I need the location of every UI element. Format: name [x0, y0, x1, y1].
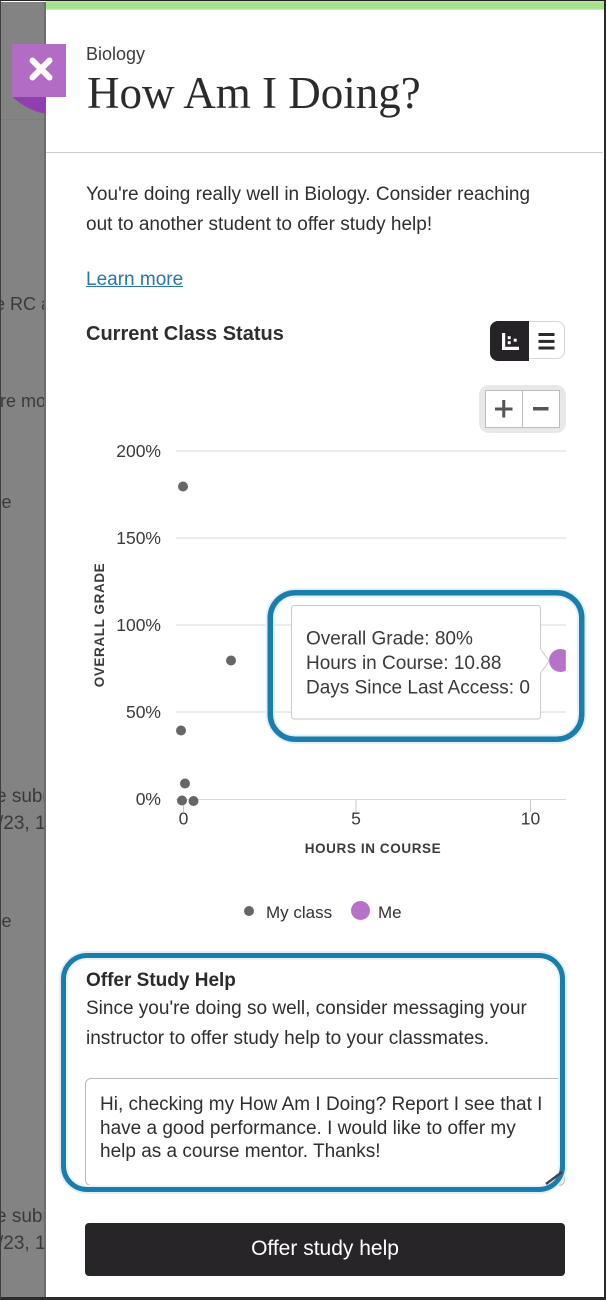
svg-text:0: 0 — [178, 809, 188, 829]
svg-text:100%: 100% — [116, 615, 161, 635]
svg-text:Hours in Course: 10.88: Hours in Course: 10.88 — [306, 653, 501, 674]
svg-text:HOURS IN COURSE: HOURS IN COURSE — [304, 841, 441, 856]
svg-text:5: 5 — [351, 809, 361, 829]
svg-text:0%: 0% — [135, 789, 160, 809]
svg-text:50%: 50% — [125, 702, 160, 722]
svg-text:Days Since Last Access: 0: Days Since Last Access: 0 — [306, 678, 530, 699]
svg-text:200%: 200% — [116, 441, 161, 461]
svg-text:150%: 150% — [116, 528, 161, 548]
svg-text:10: 10 — [520, 809, 540, 829]
svg-text:Overall Grade: 80%: Overall Grade: 80% — [306, 629, 473, 650]
svg-text:OVERALL GRADE: OVERALL GRADE — [92, 563, 107, 688]
